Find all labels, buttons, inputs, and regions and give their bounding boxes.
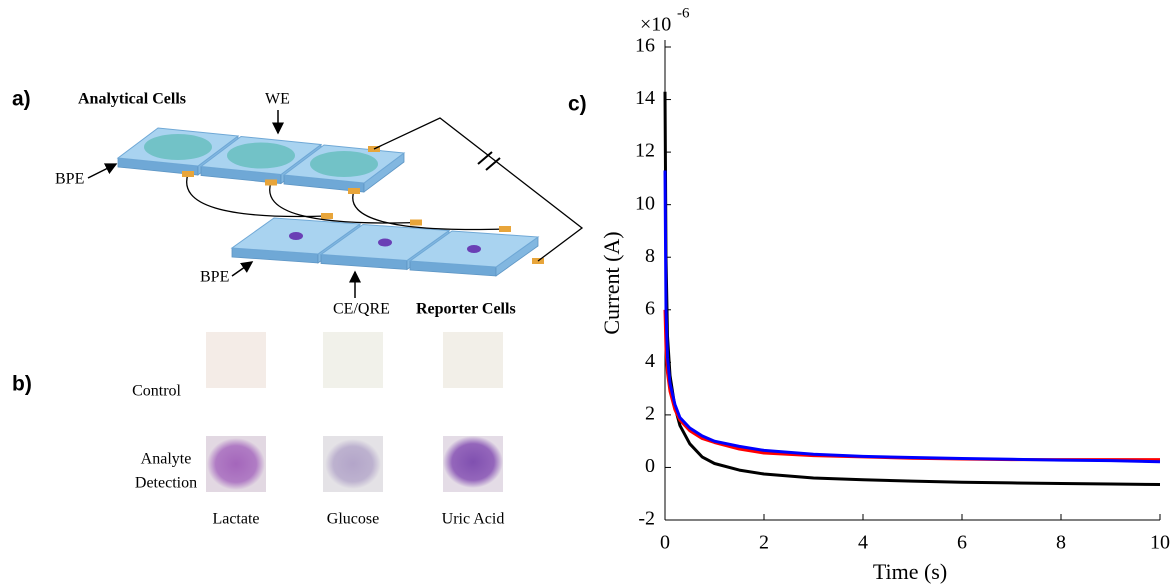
y-tick-label: 6 [645, 297, 655, 319]
panel-label: b) [12, 373, 32, 396]
connector-tab [410, 219, 422, 226]
photo-spot [325, 439, 381, 489]
x-tick-label: 6 [957, 532, 967, 554]
row-label: Control [132, 383, 181, 400]
x-tick-label: 2 [759, 532, 769, 554]
diagram-label: Analytical Cells [78, 91, 186, 108]
wire [269, 182, 417, 224]
connector-tab [348, 188, 360, 194]
electrode [289, 232, 303, 240]
x-tick-label: 10 [1150, 532, 1170, 554]
y-tick-label: 4 [645, 350, 655, 372]
y-tick-label: 16 [635, 35, 655, 57]
photo [443, 332, 503, 388]
column-label: Glucose [327, 511, 379, 528]
y-tick-label: 8 [645, 245, 655, 267]
x-axis-label: Time (s) [873, 559, 947, 584]
photo [323, 332, 383, 388]
wire [186, 173, 328, 218]
wire [352, 190, 506, 231]
x-tick-label: 8 [1056, 532, 1066, 554]
y-tick-label: 2 [645, 402, 655, 424]
diagram-label: Reporter Cells [416, 301, 516, 318]
connector-tab [499, 226, 511, 232]
diagram-label: CE/QRE [333, 301, 390, 318]
electrode [378, 238, 392, 247]
battery [477, 151, 493, 165]
row-label: Detection [135, 475, 197, 492]
column-label: Lactate [212, 511, 259, 528]
electrode [310, 151, 378, 177]
y-tick-label: 12 [635, 140, 655, 162]
diagram-label: BPE [55, 171, 84, 188]
y-tick-label: 10 [635, 192, 655, 214]
electrode [144, 134, 212, 160]
connector-tab [265, 179, 277, 186]
panel-label: c) [568, 93, 587, 116]
x-tick-label: 0 [660, 532, 670, 554]
arrow [87, 163, 118, 179]
axis-multiplier: ×10 [640, 14, 671, 36]
connector-tab [321, 213, 333, 219]
x-tick-label: 4 [858, 532, 868, 554]
battery [485, 157, 501, 171]
data-line [663, 309, 1160, 462]
electrode [227, 142, 295, 169]
y-axis-label: Current (A) [599, 231, 624, 334]
electrode [467, 245, 481, 253]
chart: ×10 -6 Time (s) Current (A) -20246810121… [599, 5, 1170, 584]
axis-multiplier-exponent: -6 [677, 5, 690, 21]
column-label: Uric Acid [442, 511, 505, 528]
data-line [663, 91, 1161, 486]
panel-label: a) [12, 88, 31, 111]
photo-spot [443, 436, 503, 488]
data-line [663, 170, 1161, 464]
y-tick-label: 14 [635, 87, 655, 109]
arrow [231, 261, 254, 277]
connector-tab [182, 171, 194, 177]
diagram-label: WE [265, 91, 290, 108]
y-tick-label: 0 [645, 455, 655, 477]
row-label: Analyte [141, 451, 192, 468]
diagram-label: BPE [200, 269, 229, 286]
wire [373, 117, 584, 262]
photo [206, 332, 266, 388]
y-tick-label: -2 [638, 508, 655, 530]
diagram [116, 117, 584, 277]
photo-spot [207, 438, 265, 490]
photo-grid [206, 332, 503, 492]
